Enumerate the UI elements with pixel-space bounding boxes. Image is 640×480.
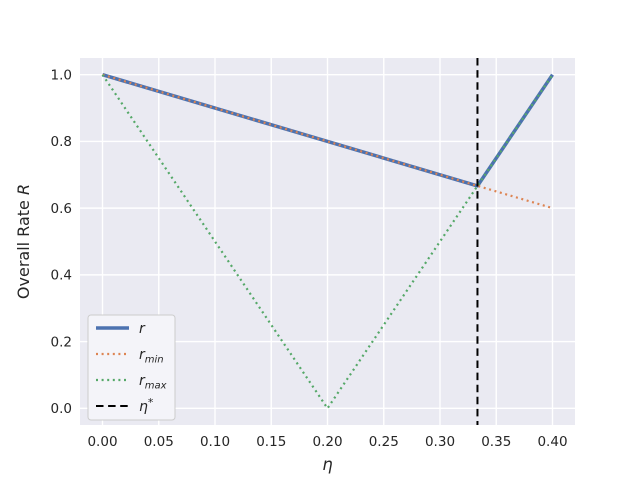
legend-label-r_max: rmax bbox=[139, 373, 167, 392]
y-tick-label: 0.0 bbox=[51, 401, 72, 417]
legend-box bbox=[87, 314, 176, 421]
y-tick-label: 0.8 bbox=[51, 134, 72, 150]
x-axis-label: η bbox=[322, 455, 332, 474]
x-tick-label: 0.30 bbox=[425, 434, 455, 450]
x-tick-label: 0.15 bbox=[256, 434, 286, 450]
legend-item-r_min: rmin bbox=[96, 347, 164, 366]
legend-item-r: r bbox=[96, 321, 146, 337]
x-tick-label: 0.35 bbox=[481, 434, 511, 450]
x-tick-label: 0.25 bbox=[369, 434, 399, 450]
x-tick-label: 0.20 bbox=[312, 434, 342, 450]
legend-label-r_min: rmin bbox=[139, 347, 164, 366]
y-tick-label: 0.6 bbox=[51, 201, 72, 217]
x-tick-label: 0.05 bbox=[144, 434, 174, 450]
x-tick-label: 0.10 bbox=[200, 434, 230, 450]
legend-label-r: r bbox=[139, 321, 146, 337]
x-tick-label: 0.00 bbox=[87, 434, 117, 450]
legend-label-eta_star: η* bbox=[139, 396, 154, 415]
y-tick-label: 0.2 bbox=[51, 334, 72, 350]
y-tick-label: 0.4 bbox=[51, 268, 72, 284]
legend: r rmin rmax η* bbox=[87, 314, 176, 421]
legend-item-eta_star: η* bbox=[96, 396, 154, 415]
legend-item-r_max: rmax bbox=[96, 373, 167, 392]
x-tick-label: 0.40 bbox=[537, 434, 567, 450]
y-axis-label: Overall Rate R bbox=[14, 184, 33, 299]
y-tick-label: 1.0 bbox=[51, 67, 72, 83]
